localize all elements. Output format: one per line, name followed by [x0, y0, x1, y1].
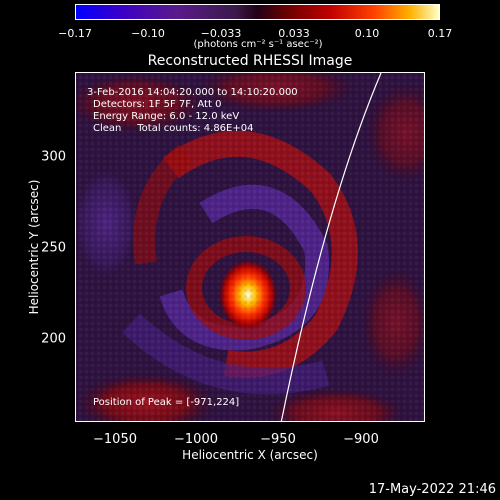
- energy-range-text: Energy Range: 6.0 - 12.0 keV: [93, 111, 240, 122]
- colorbar-tick: −0.033: [200, 27, 242, 40]
- colorbar-tick: 0.10: [354, 27, 380, 40]
- counts-text: Clean Total counts: 4.86E+04: [93, 123, 254, 134]
- x-tick-label: −900: [343, 432, 379, 447]
- rhessi-image-plot: [75, 72, 425, 422]
- solar-limb-line: [280, 73, 382, 421]
- colorbar-tick: 0.17: [427, 27, 453, 40]
- y-tick-label: 250: [41, 240, 66, 256]
- x-axis-label: Heliocentric X (arcsec): [182, 448, 318, 462]
- y-axis-label: Heliocentric Y (arcsec): [27, 179, 41, 315]
- detectors-text: Detectors: 1F 5F 7F, Att 0: [93, 99, 222, 110]
- rhessi-image: [76, 73, 424, 421]
- y-tick-label: 300: [41, 149, 66, 165]
- generation-timestamp: 17-May-2022 21:46: [368, 482, 496, 497]
- colorbar-unit-label: (photons cm⁻² s⁻¹ asec⁻²): [193, 39, 323, 50]
- image-title: Reconstructed RHESSI Image: [147, 53, 353, 69]
- x-tick-label: −1050: [93, 432, 137, 447]
- y-tick-label: 200: [41, 331, 66, 347]
- colorbar-tick: −0.17: [58, 27, 92, 40]
- colorbar-tick: −0.10: [131, 27, 165, 40]
- peak-position-text: Position of Peak = [-971,224]: [93, 397, 240, 408]
- time-range-text: 3-Feb-2016 14:04:20.000 to 14:10:20.000: [87, 87, 298, 98]
- colorbar: [75, 4, 440, 20]
- x-tick-label: −950: [260, 432, 296, 447]
- x-tick-label: −1000: [174, 432, 218, 447]
- colorbar-tick: 0.033: [278, 27, 310, 40]
